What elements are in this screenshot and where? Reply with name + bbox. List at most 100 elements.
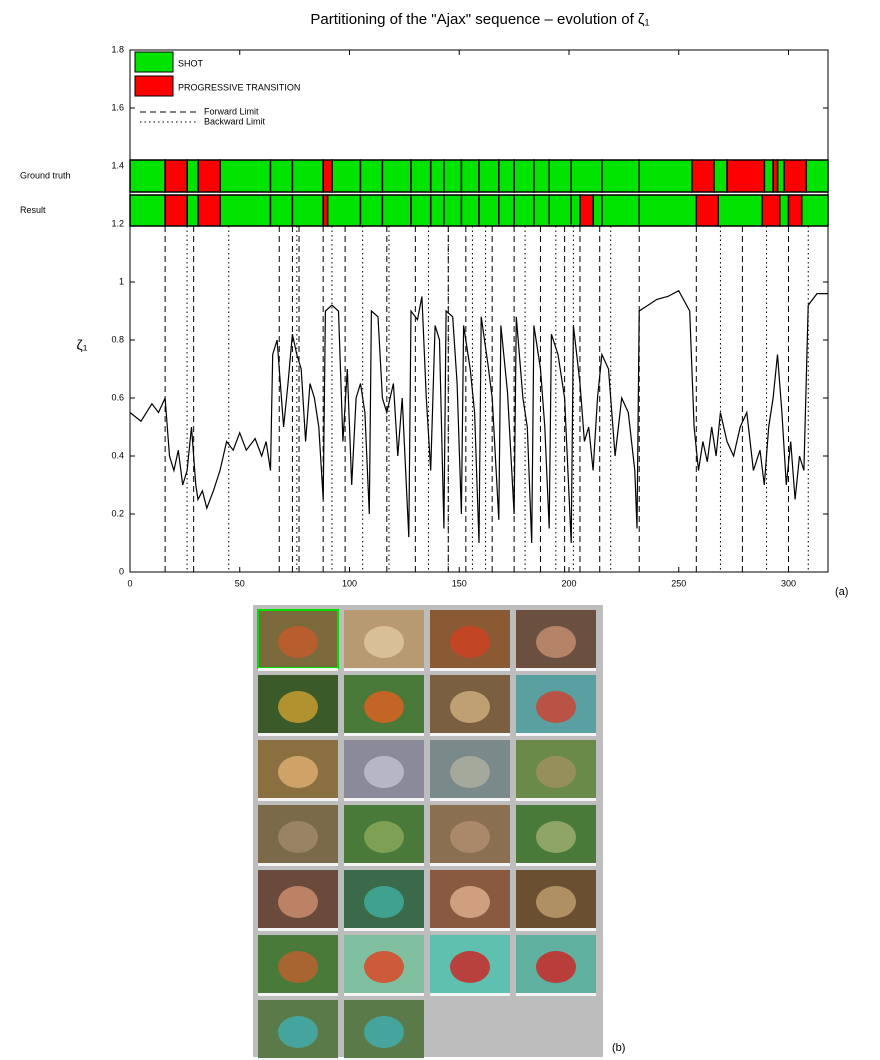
thumbnail-strip: [258, 733, 338, 736]
thumbnail-detail: [278, 821, 318, 853]
transition-segment: [198, 195, 220, 226]
legend-label: Backward Limit: [204, 116, 266, 126]
band-label: Result: [20, 205, 46, 215]
shot-segment: [514, 195, 534, 226]
shot-segment: [461, 160, 479, 192]
shot-segment: [130, 160, 165, 192]
thumbnail-detail: [536, 951, 576, 983]
y-tick-label: 1.4: [111, 160, 124, 170]
transition-segment: [692, 160, 714, 192]
legend-label: SHOT: [178, 58, 204, 68]
thumbnail-detail: [450, 951, 490, 983]
shot-segment: [187, 160, 198, 192]
thumbnail-detail: [364, 886, 404, 918]
shot-segment: [444, 195, 462, 226]
y-tick-label: 1.2: [111, 218, 124, 228]
thumbnail-strip: [430, 733, 510, 736]
shot-segment: [593, 195, 602, 226]
transition-segment: [580, 195, 593, 226]
shot-segment: [220, 160, 270, 192]
transition-segment: [727, 160, 764, 192]
thumbnail-detail: [536, 886, 576, 918]
shot-segment: [360, 160, 382, 192]
y-tick-label: 0: [119, 566, 124, 576]
shot-segment: [292, 195, 323, 226]
y-tick-label: 0.2: [111, 508, 124, 518]
shot-segment: [431, 195, 444, 226]
thumbnail-detail: [278, 1016, 318, 1048]
thumbnail-strip: [344, 733, 424, 736]
thumbnail-strip: [258, 798, 338, 801]
shot-segment: [411, 195, 431, 226]
shot-segment: [382, 160, 411, 192]
thumbnail-detail: [450, 626, 490, 658]
y-axis-label: ζ₁: [77, 337, 88, 353]
thumbnail-detail: [278, 626, 318, 658]
thumbnail-strip: [258, 863, 338, 866]
shot-segment: [270, 160, 292, 192]
y-tick-label: 1.8: [111, 44, 124, 54]
shot-segment: [444, 160, 462, 192]
thumbnail-strip: [258, 668, 338, 671]
thumbnail-detail: [364, 626, 404, 658]
band-label: Ground truth: [20, 170, 71, 180]
legend-swatch: [135, 52, 173, 72]
data-line: [130, 291, 828, 543]
thumbnail-detail: [450, 821, 490, 853]
shot-segment: [780, 195, 789, 226]
x-tick-label: 250: [671, 578, 686, 588]
shot-segment: [806, 160, 828, 192]
chart-title: Partitioning of the "Ajax" sequence – ev…: [310, 11, 649, 28]
shot-segment: [270, 195, 292, 226]
thumbnail-detail: [278, 756, 318, 788]
shot-segment: [130, 195, 165, 226]
thumbnail-strip: [516, 733, 596, 736]
transition-segment: [165, 195, 187, 226]
thumbnail-strip: [344, 798, 424, 801]
y-tick-label: 1: [119, 276, 124, 286]
figure: Partitioning of the "Ajax" sequence – ev…: [0, 0, 880, 1060]
shot-segment: [461, 195, 479, 226]
thumbnail-detail: [364, 951, 404, 983]
shot-segment: [514, 160, 534, 192]
thumbnail-strip: [430, 863, 510, 866]
y-tick-label: 0.8: [111, 334, 124, 344]
thumbnail-detail: [450, 691, 490, 723]
thumbnail-detail: [536, 691, 576, 723]
shot-segment: [328, 195, 361, 226]
thumbnail-strip: [258, 928, 338, 931]
thumbnail-strip: [344, 863, 424, 866]
thumbnail-detail: [278, 951, 318, 983]
shot-segment: [499, 160, 514, 192]
thumbnail-detail: [536, 626, 576, 658]
transition-segment: [198, 160, 220, 192]
thumbnail-detail: [364, 821, 404, 853]
transition-segment: [323, 160, 332, 192]
thumbnail-strip: [258, 993, 338, 996]
legend-swatch: [135, 76, 173, 96]
thumbnail-strip: [430, 928, 510, 931]
y-tick-label: 1.6: [111, 102, 124, 112]
x-tick-label: 50: [235, 578, 245, 588]
shot-segment: [534, 195, 549, 226]
shot-segment: [382, 195, 411, 226]
thumbnail-strip: [516, 668, 596, 671]
transition-segment: [165, 160, 187, 192]
thumbnail-strip: [344, 668, 424, 671]
thumbnail-detail: [536, 821, 576, 853]
thumbnail-detail: [450, 886, 490, 918]
transition-segment: [762, 195, 780, 226]
shot-segment: [534, 160, 549, 192]
thumbnail-detail: [364, 756, 404, 788]
shot-segment: [714, 160, 727, 192]
thumbnail-strip: [516, 863, 596, 866]
shot-segment: [332, 160, 361, 192]
x-tick-label: 200: [561, 578, 576, 588]
shot-segment: [571, 160, 602, 192]
legend-label: Forward Limit: [204, 106, 259, 116]
shot-segment: [411, 160, 431, 192]
shot-segment: [571, 195, 580, 226]
transition-segment: [696, 195, 718, 226]
y-tick-label: 0.6: [111, 392, 124, 402]
x-tick-label: 150: [452, 578, 467, 588]
